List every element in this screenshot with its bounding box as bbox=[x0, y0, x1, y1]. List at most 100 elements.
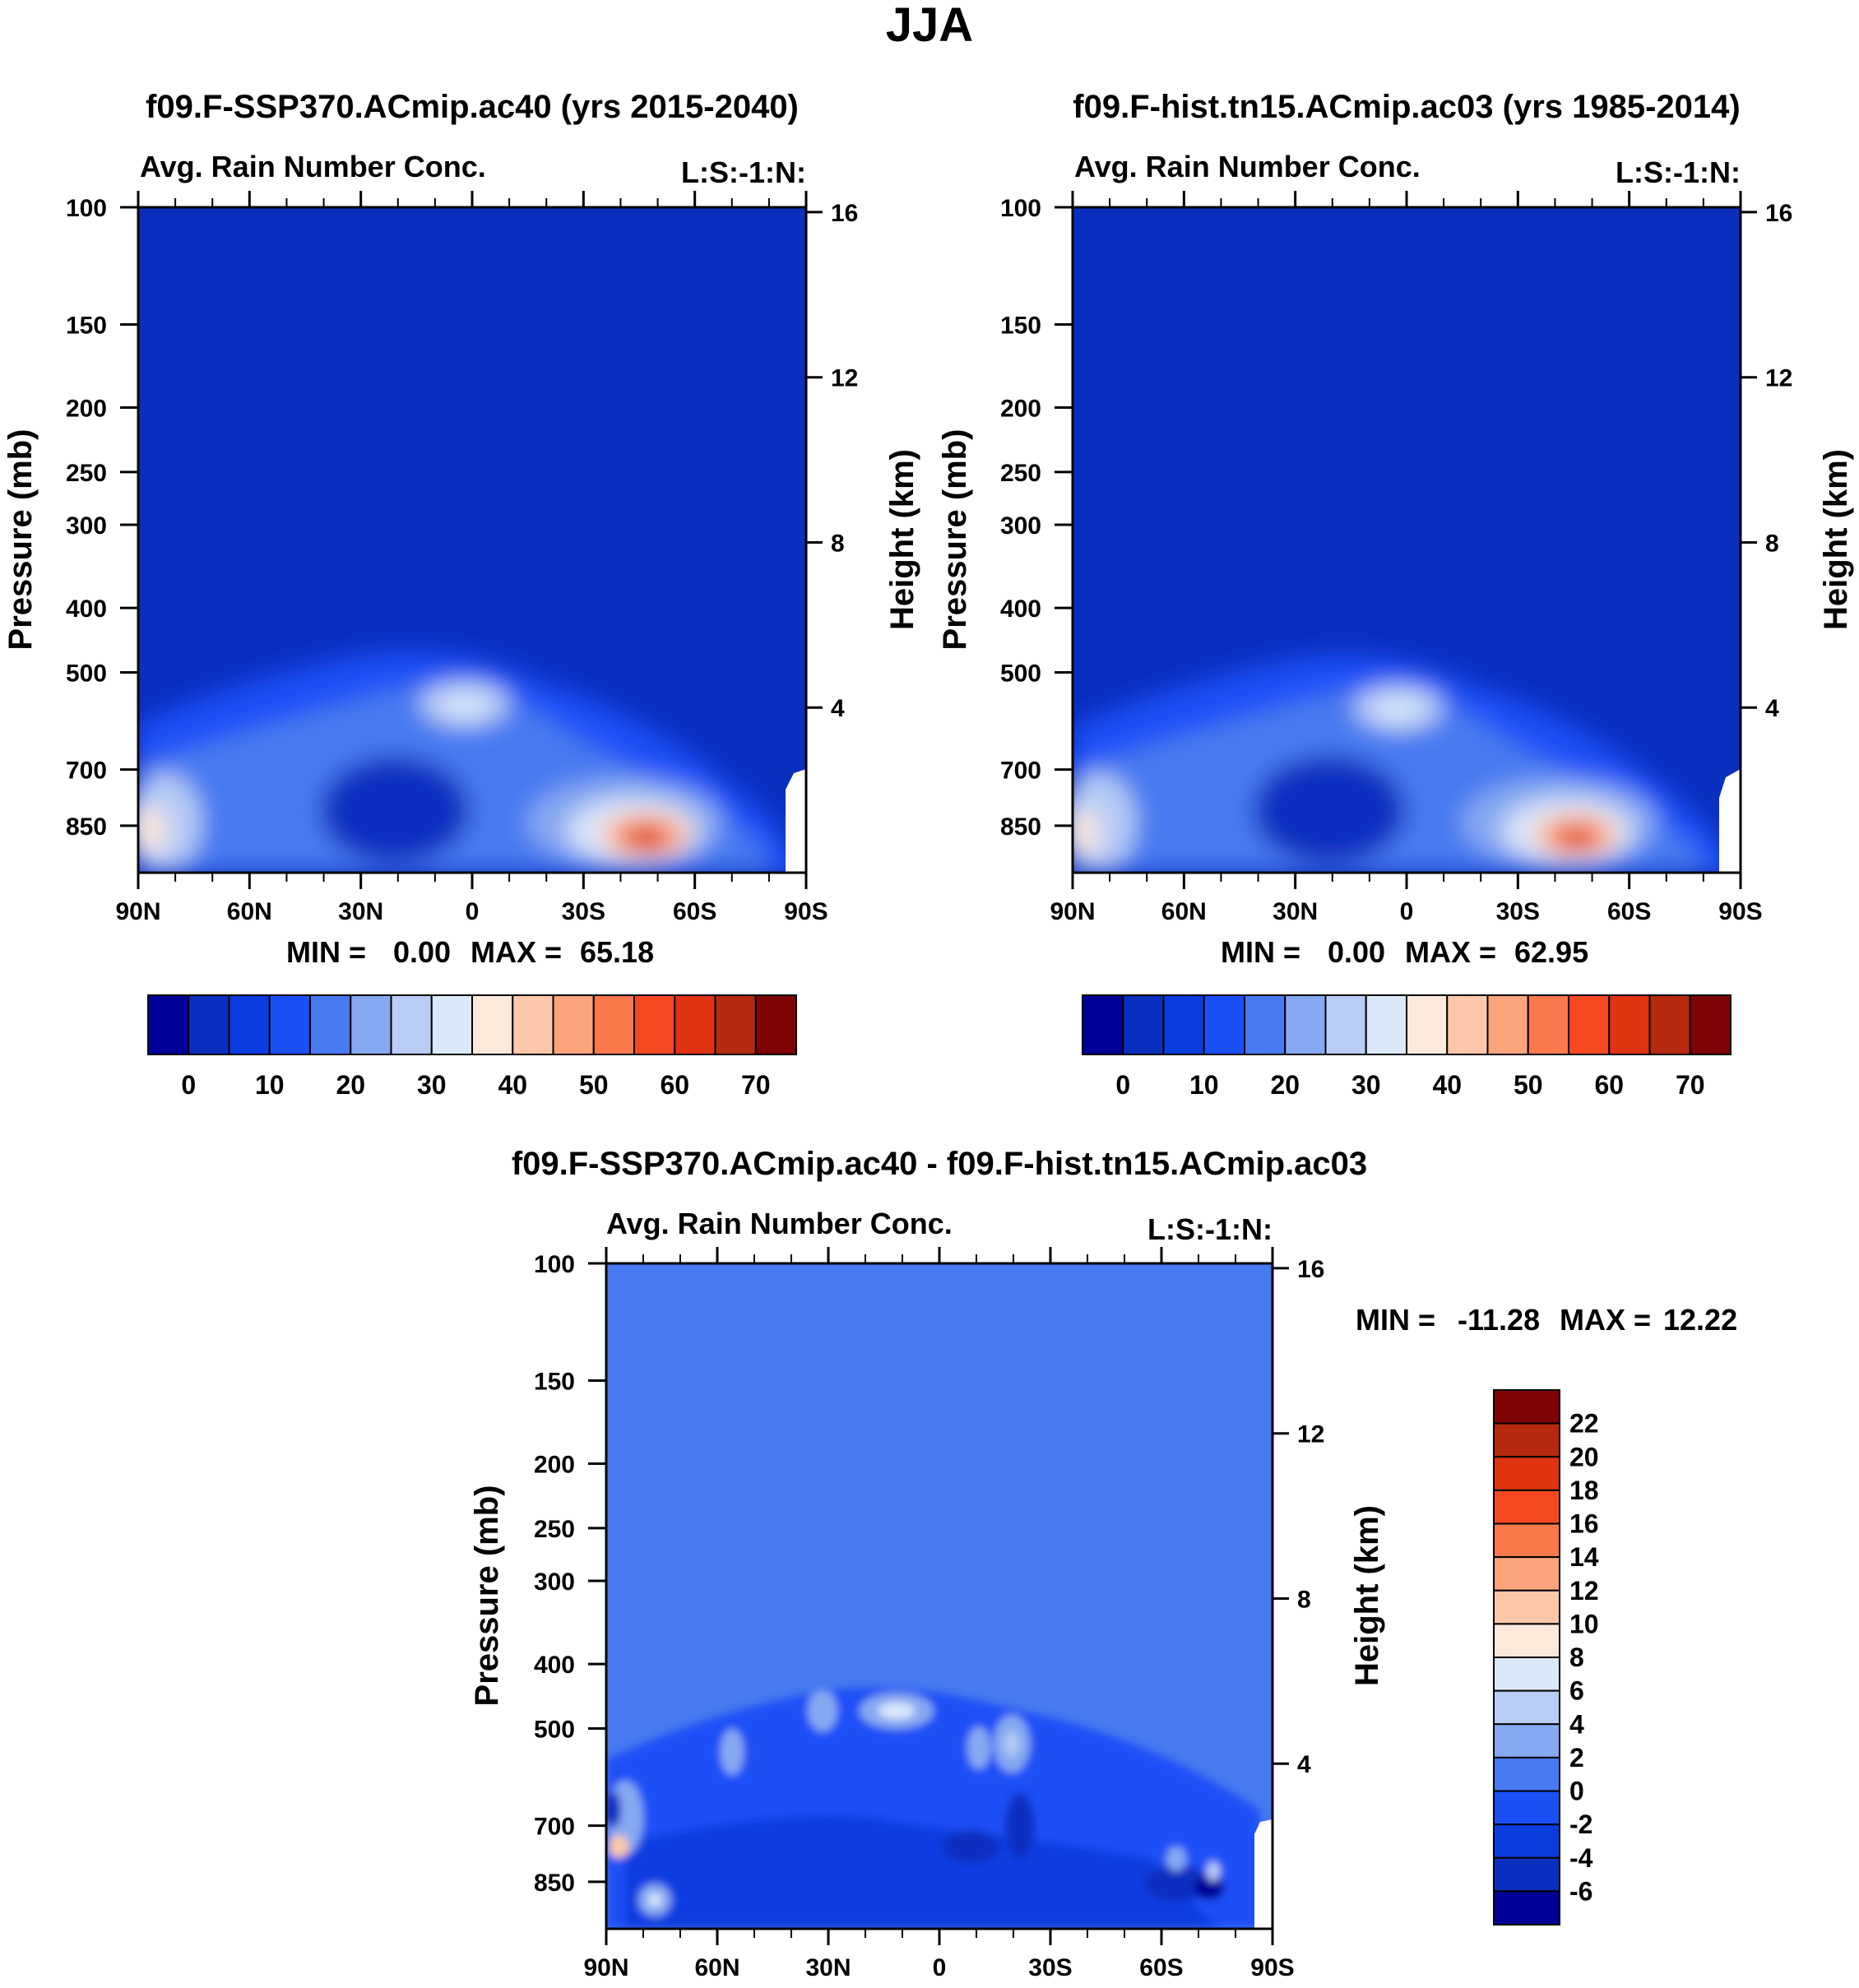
y-tick-label: 150 bbox=[66, 312, 107, 339]
colorbar-label: 30 bbox=[417, 1070, 447, 1100]
height-tick-label: 16 bbox=[1297, 1256, 1324, 1283]
min-max-readout: MIN = -11.28 MAX = 12.22 bbox=[1356, 1303, 1737, 1337]
x-tick-label: 90S bbox=[784, 898, 828, 925]
colorbar-label: 60 bbox=[660, 1070, 689, 1100]
colorbar-label: 0 bbox=[1115, 1070, 1130, 1100]
x-tick-label: 60N bbox=[694, 1954, 739, 1981]
colorbar-swatch bbox=[1493, 1623, 1560, 1658]
colorbar-swatch bbox=[1493, 1823, 1560, 1859]
y-axis-right-title: Height (km) bbox=[884, 449, 920, 630]
max-value: 65.18 bbox=[580, 935, 654, 969]
colorbar-swatch bbox=[309, 994, 352, 1055]
colorbar: 0 10 20 30 40 50 60 70 bbox=[147, 994, 797, 1100]
y-axis-left: 100 150 200 250 300 400 500 700 850 bbox=[66, 195, 138, 841]
y-tick-label: 300 bbox=[534, 1569, 575, 1596]
panel-subtitle-right: L:S:-1:N: bbox=[1616, 155, 1741, 189]
colorbar-swatch bbox=[714, 994, 757, 1055]
colorbar-swatch bbox=[1493, 1723, 1560, 1759]
colorbar-label: 50 bbox=[1514, 1070, 1543, 1100]
x-tick-label: 30S bbox=[562, 898, 605, 925]
y-axis-right: 16 12 8 4 bbox=[1741, 200, 1792, 722]
colorbar-label: 18 bbox=[1569, 1476, 1599, 1505]
colorbar-label: 10 bbox=[1569, 1609, 1599, 1638]
panel-subtitle-right: L:S:-1:N: bbox=[1147, 1212, 1273, 1246]
y-axis-left: 100 150 200 250 300 400 500 700 850 bbox=[1000, 195, 1073, 841]
colorbar-swatch bbox=[1082, 994, 1124, 1055]
y-tick-label: 300 bbox=[1000, 512, 1041, 540]
colorbar-swatch bbox=[350, 994, 392, 1055]
colorbar-swatch bbox=[1486, 994, 1529, 1055]
colorbar-label: 4 bbox=[1569, 1709, 1584, 1739]
colorbar-label: -4 bbox=[1569, 1843, 1593, 1873]
x-tick-label: 60S bbox=[673, 898, 716, 925]
colorbar-label: 40 bbox=[1432, 1070, 1462, 1100]
x-tick-label: 90S bbox=[1250, 1954, 1294, 1981]
colorbar-swatch bbox=[1244, 994, 1286, 1055]
colorbar-swatch bbox=[147, 994, 190, 1055]
height-tick-label: 12 bbox=[1297, 1421, 1324, 1448]
colorbar-swatch bbox=[268, 994, 311, 1055]
x-axis: 90N 60N 30N 0 30S 60S 90S bbox=[115, 191, 828, 925]
colorbar-label: 2 bbox=[1569, 1743, 1584, 1773]
colorbar-label: 12 bbox=[1569, 1576, 1599, 1606]
colorbar-swatch bbox=[1493, 1856, 1560, 1893]
colorbar-swatch bbox=[1284, 994, 1327, 1055]
height-tick-label: 16 bbox=[1765, 200, 1792, 227]
max-value: 62.95 bbox=[1514, 935, 1588, 969]
min-value: -11.28 bbox=[1458, 1303, 1540, 1337]
x-tick-label: 90S bbox=[1718, 898, 1762, 925]
x-tick-label: 30N bbox=[1273, 898, 1318, 925]
colorbar-swatch bbox=[1162, 994, 1205, 1055]
x-tick-label: 90N bbox=[1050, 898, 1095, 925]
y-tick-label: 850 bbox=[534, 1870, 575, 1897]
min-value: 0.00 bbox=[1328, 935, 1385, 969]
colorbar: 0 10 20 30 40 50 60 70 bbox=[1082, 994, 1732, 1100]
max-label: MAX = bbox=[471, 935, 562, 969]
y-tick-label: 850 bbox=[1000, 813, 1041, 841]
colorbar-swatch bbox=[471, 994, 514, 1055]
panel-title: f09.F-hist.tn15.ACmip.ac03 (yrs 1985-201… bbox=[1073, 89, 1740, 125]
colorbar-swatch bbox=[1493, 1456, 1560, 1491]
colorbar-swatch bbox=[1324, 994, 1367, 1055]
height-tick-label: 4 bbox=[831, 695, 845, 722]
panel-title: f09.F-SSP370.ACmip.ac40 - f09.F-hist.tn1… bbox=[512, 1146, 1367, 1182]
panel-subtitle-left: Avg. Rain Number Conc. bbox=[606, 1207, 953, 1240]
colorbar-label: 40 bbox=[498, 1070, 527, 1100]
y-tick-label: 700 bbox=[66, 758, 107, 785]
min-max-readout: MIN = 0.00 MAX = 65.18 bbox=[286, 935, 654, 969]
y-tick-label: 100 bbox=[534, 1251, 575, 1278]
y-axis-title: Pressure (mb) bbox=[937, 429, 973, 651]
y-axis-title: Pressure (mb) bbox=[2, 429, 39, 651]
min-value: 0.00 bbox=[393, 935, 451, 969]
colorbar-swatch bbox=[1446, 994, 1489, 1055]
colorbar-swatch bbox=[1493, 1689, 1560, 1726]
x-tick-label: 30S bbox=[1496, 898, 1540, 925]
colorbar-swatch bbox=[1493, 1790, 1560, 1826]
y-tick-label: 400 bbox=[1000, 595, 1041, 623]
y-tick-label: 500 bbox=[534, 1716, 575, 1743]
y-tick-label: 400 bbox=[534, 1652, 575, 1679]
max-label: MAX = bbox=[1405, 935, 1496, 969]
colorbar-swatch bbox=[1493, 1756, 1560, 1792]
x-tick-label: 30N bbox=[805, 1954, 851, 1981]
y-tick-label: 200 bbox=[534, 1452, 575, 1479]
colorbar-swatch bbox=[1493, 1657, 1560, 1692]
colorbar-swatch bbox=[633, 994, 676, 1055]
colorbar-label: -6 bbox=[1569, 1876, 1592, 1906]
colorbar-swatch bbox=[674, 994, 716, 1055]
min-label: MIN = bbox=[1221, 935, 1300, 969]
colorbar-swatch bbox=[1689, 994, 1732, 1055]
colorbar-label: 20 bbox=[1270, 1070, 1300, 1100]
height-tick-label: 4 bbox=[1765, 695, 1779, 722]
colorbar-label: 6 bbox=[1569, 1676, 1584, 1706]
panel-subtitle-left: Avg. Rain Number Conc. bbox=[1074, 150, 1421, 183]
y-axis-right: 16 12 8 4 bbox=[1273, 1256, 1324, 1778]
colorbar-swatch bbox=[1568, 994, 1611, 1055]
x-axis: 90N 60N 30N 0 30S 60S 90S bbox=[583, 1247, 1295, 1981]
height-tick-label: 16 bbox=[831, 200, 858, 227]
x-tick-label: 0 bbox=[1400, 898, 1414, 925]
colorbar-swatch bbox=[1203, 994, 1245, 1055]
colorbar-label: 60 bbox=[1594, 1070, 1624, 1100]
colorbar-label: -2 bbox=[1569, 1810, 1592, 1839]
